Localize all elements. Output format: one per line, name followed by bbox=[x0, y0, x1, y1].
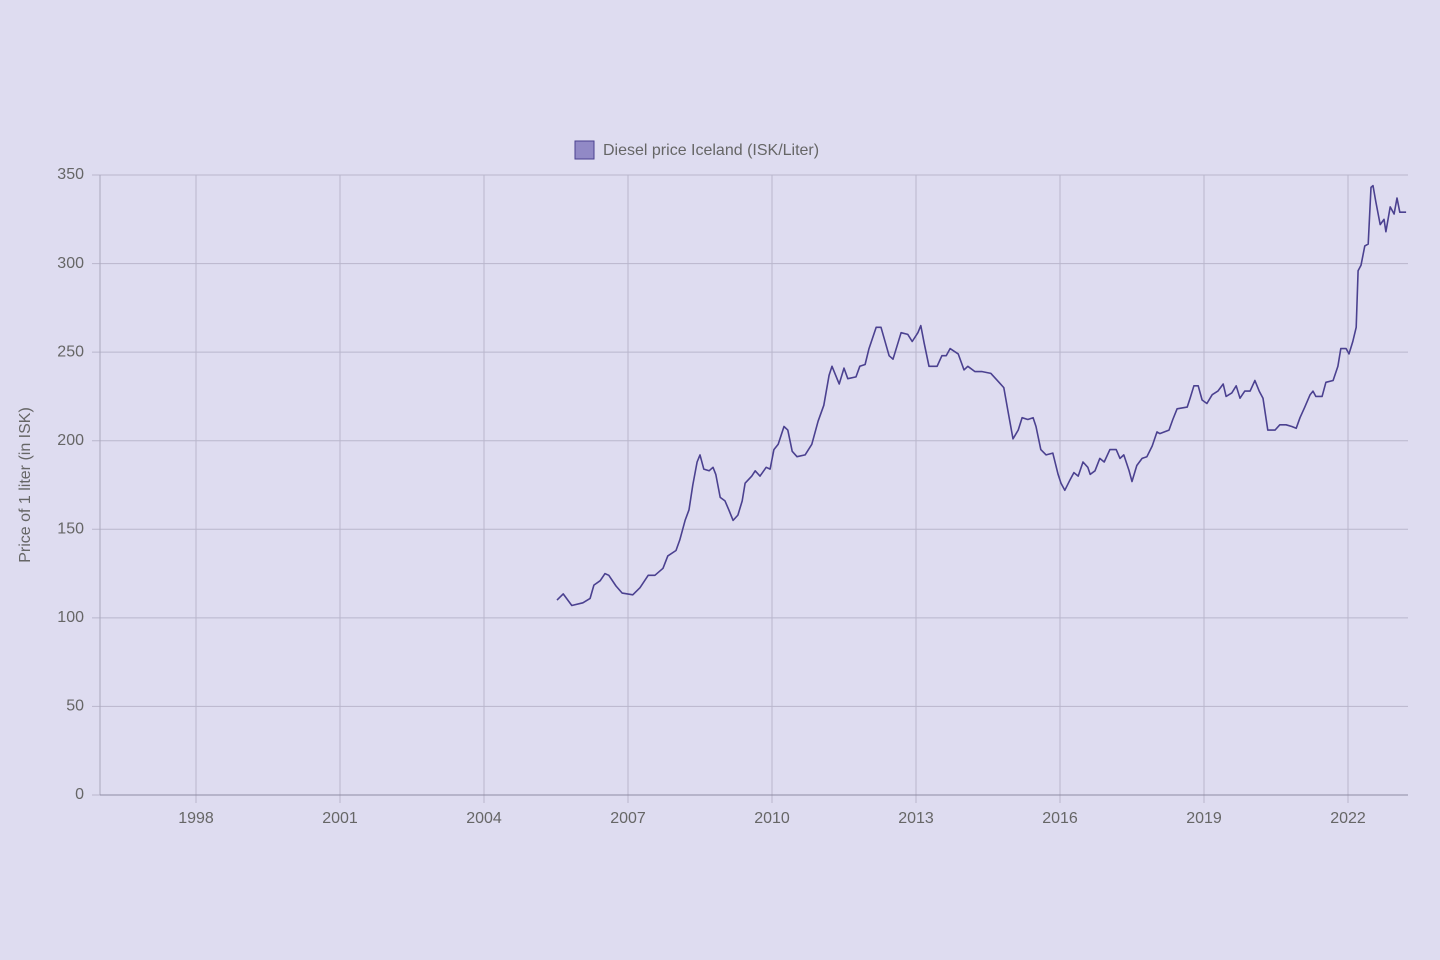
x-tick-label: 2010 bbox=[754, 810, 790, 827]
legend-label: Diesel price Iceland (ISK/Liter) bbox=[603, 142, 819, 159]
y-tick-label: 250 bbox=[57, 343, 84, 360]
y-tick-label: 0 bbox=[75, 786, 84, 803]
y-tick-label: 300 bbox=[57, 255, 84, 272]
line bbox=[556, 184, 1407, 607]
x-tick-label: 2019 bbox=[1186, 810, 1222, 827]
x-tick-label: 2013 bbox=[898, 810, 934, 827]
y-tick-label: 100 bbox=[57, 609, 84, 626]
x-tick-label: 2016 bbox=[1042, 810, 1078, 827]
y-tick-label: 50 bbox=[66, 698, 84, 715]
x-tick-label: 1998 bbox=[178, 810, 214, 827]
y-tick-label: 150 bbox=[57, 521, 84, 538]
x-tick-label: 2001 bbox=[322, 810, 358, 827]
y-axis-label: Price of 1 liter (in ISK) bbox=[17, 407, 34, 563]
y-tick-label: 200 bbox=[57, 432, 84, 449]
x-tick-label: 2022 bbox=[1330, 810, 1366, 827]
legend-swatch bbox=[574, 140, 595, 160]
x-tick-label: 2007 bbox=[610, 810, 646, 827]
x-tick-label: 2004 bbox=[466, 810, 502, 827]
y-tick-label: 350 bbox=[57, 166, 84, 183]
